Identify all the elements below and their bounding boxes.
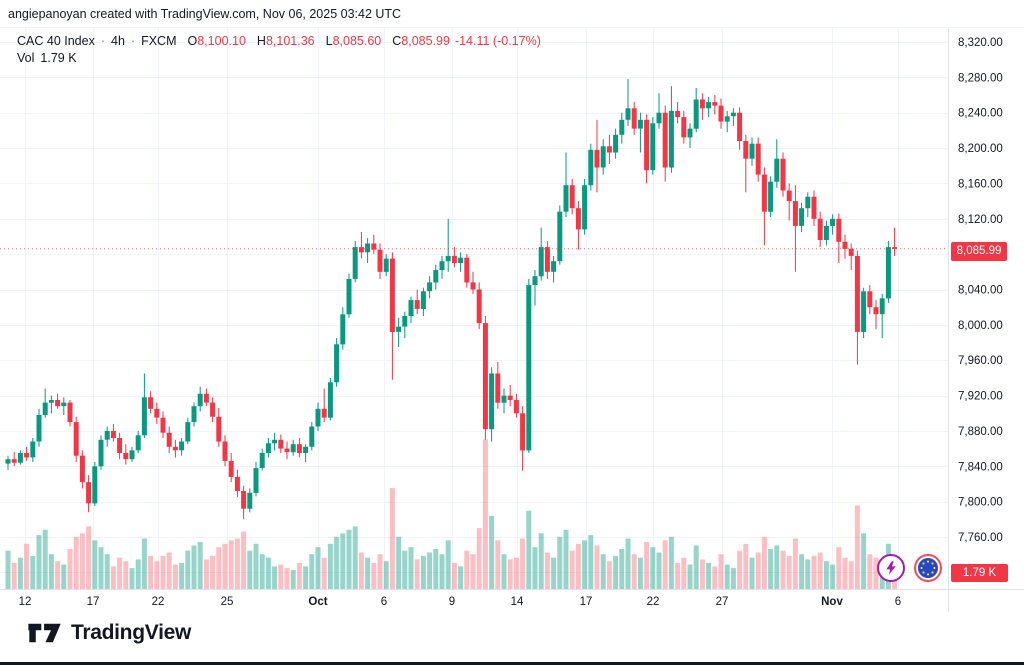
change-value: -14.11 (-0.17%) [454,34,541,48]
svg-text:Nov: Nov [821,596,843,608]
svg-text:6: 6 [381,596,387,608]
high-label: H [256,34,266,48]
svg-text:22: 22 [647,596,660,608]
svg-text:27: 27 [716,596,729,608]
volume-legend[interactable]: Vol 1.79 K [17,51,77,65]
svg-text:6: 6 [895,596,901,608]
close-label: C [392,34,402,48]
eu-flag-icon [918,558,938,578]
low-value: 8,085.60 [332,34,382,48]
svg-text:8,200.00: 8,200.00 [958,143,1003,155]
svg-text:8,320.00: 8,320.00 [958,37,1003,49]
svg-text:8,280.00: 8,280.00 [958,72,1003,84]
svg-text:8,120.00: 8,120.00 [958,214,1003,226]
tradingview-logo-text[interactable]: TradingView [71,621,192,644]
interval-label[interactable]: 4h [111,34,125,48]
exchange-label: FXCM [141,34,177,48]
svg-text:7,760.00: 7,760.00 [958,532,1003,544]
svg-text:7,960.00: 7,960.00 [958,355,1003,367]
svg-text:17: 17 [87,596,100,608]
open-field: O8,100.10 [188,34,246,48]
svg-text:8,240.00: 8,240.00 [958,108,1003,120]
price-scale-labels: 8,320.00 8,280.00 8,240.00 8,200.00 8,160.00… [958,37,1003,579]
svg-text:7,880.00: 7,880.00 [958,426,1003,438]
svg-text:7,800.00: 7,800.00 [958,497,1003,509]
legend-separator: · [130,34,136,48]
high-field: H8,101.36 [257,34,315,48]
symbol-name[interactable]: CAC 40 Index [17,34,95,48]
close-field: C8,085.99 [392,34,450,48]
time-scale-labels: 12 17 22 25 Oct 6 9 14 17 22 27 Nov 6 [19,596,902,608]
svg-text:9: 9 [449,596,455,608]
attribution-text: angiepanoyan created with TradingView.co… [8,7,402,21]
svg-text:8,000.00: 8,000.00 [958,320,1003,332]
low-field: L8,085.60 [326,34,382,48]
open-label: O [187,34,198,48]
volume-value: 1.79 K [40,51,77,65]
bottom-edge-strip [0,662,1024,665]
candles [5,79,898,520]
pane-divider [0,27,1024,28]
svg-text:17: 17 [580,596,593,608]
svg-text:7,920.00: 7,920.00 [958,391,1003,403]
open-value: 8,100.10 [197,34,246,48]
svg-text:25: 25 [221,596,234,608]
footer-bar: TradingView [28,621,191,645]
current-volume-badge[interactable]: 1.79 K [951,564,1008,582]
close-value: 8,085.99 [401,34,450,48]
svg-text:7,840.00: 7,840.00 [958,461,1003,473]
legend-separator: · [100,34,105,48]
high-value: 8,101.36 [265,34,315,48]
lightning-icon [886,561,896,575]
eu-market-button[interactable] [914,554,942,582]
svg-text:14: 14 [511,596,524,608]
low-label: L [325,34,333,48]
current-price-badge[interactable]: 8,085.99 [951,242,1007,261]
svg-text:Oct: Oct [308,596,327,608]
axis-borders [0,28,1024,612]
volume-bars [5,439,898,589]
tradingview-logo-icon[interactable] [28,621,62,645]
svg-text:12: 12 [19,596,32,608]
svg-text:22: 22 [152,596,165,608]
symbol-legend[interactable]: CAC 40 Index · 4h · FXCM O8,100.10 H8,10… [17,34,541,48]
grid [0,28,948,589]
volume-label: Vol [17,51,35,65]
svg-text:8,160.00: 8,160.00 [958,178,1003,190]
realtime-data-button[interactable] [877,554,905,582]
price-chart[interactable]: 8,320.00 8,280.00 8,240.00 8,200.00 8,160.00… [0,0,1024,612]
svg-text:8,040.00: 8,040.00 [958,285,1003,297]
